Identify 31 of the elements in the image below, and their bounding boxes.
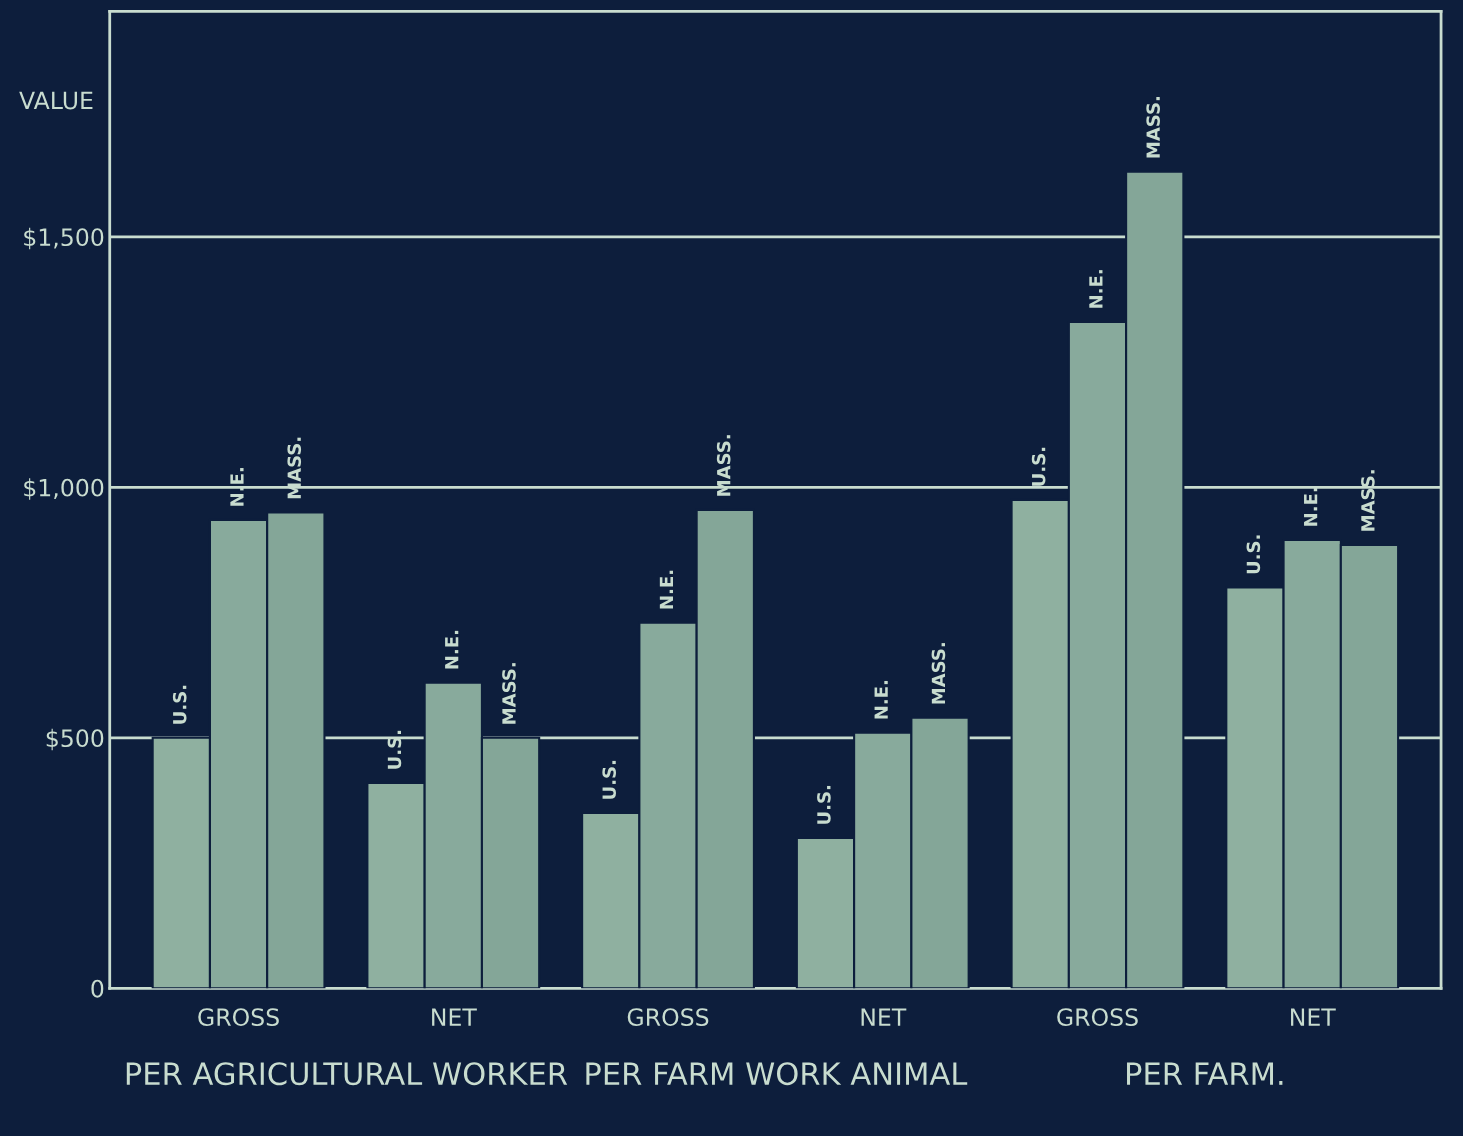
x-tick-label: NET <box>1291 1008 1336 1026</box>
text: N.E. <box>874 680 888 719</box>
x-tick-label: GROSS <box>1057 1008 1138 1027</box>
text: U.S. <box>602 760 616 799</box>
y-tick-label: $1,000 <box>24 478 104 500</box>
text: U.S. <box>1246 535 1261 574</box>
text: MASS. <box>716 435 731 496</box>
text: MASS. <box>931 643 946 704</box>
text: PER AGRICULTURAL WORKER <box>126 1062 568 1086</box>
text: PER FARM WORK ANIMAL <box>586 1062 968 1086</box>
y-tick-label: 0 <box>91 979 104 998</box>
text: MASS. <box>502 663 516 724</box>
text: PER FARM. <box>1127 1062 1283 1085</box>
text: N.E. <box>1089 270 1103 308</box>
y-tick-label: $1,500 <box>24 227 104 250</box>
text: U.S. <box>172 685 187 724</box>
x-tick-label: NET <box>432 1008 477 1026</box>
text: U.S. <box>1031 447 1046 486</box>
y-axis-title: VALUE <box>19 91 93 110</box>
x-tick-label: NET <box>861 1008 907 1026</box>
text: N.E. <box>659 570 674 609</box>
text: MASS. <box>1361 470 1375 531</box>
text: U.S. <box>817 785 831 824</box>
x-tick-label: GROSS <box>627 1008 709 1027</box>
text: N.E. <box>445 630 459 669</box>
x-tick-label: GROSS <box>198 1008 279 1027</box>
text: MASS. <box>287 437 302 499</box>
y-tick-label: $500 <box>46 728 104 751</box>
text: MASS. <box>1146 97 1160 158</box>
text: N.E. <box>1304 488 1318 526</box>
text: N.E. <box>230 468 244 506</box>
